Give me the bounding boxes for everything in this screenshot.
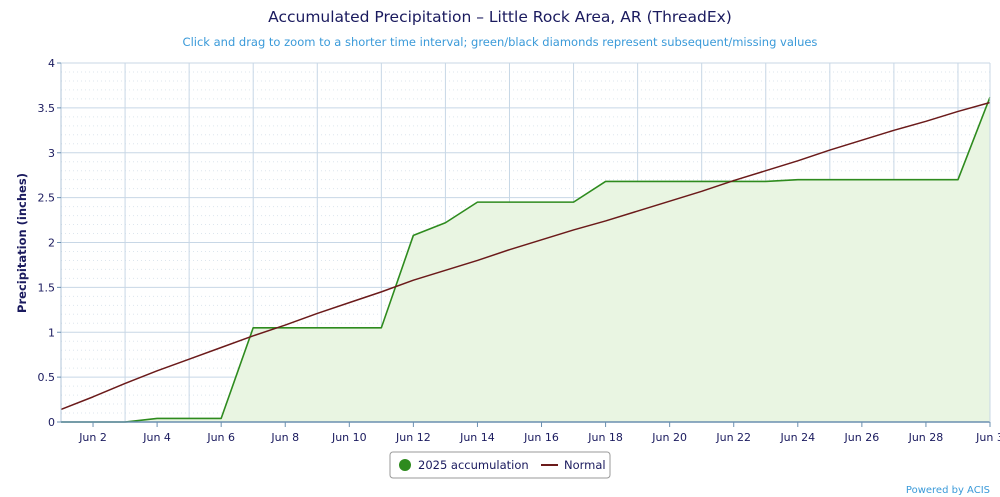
area-2025-accumulation — [61, 97, 990, 422]
data-point-2025-accumulation[interactable] — [410, 232, 416, 238]
data-point-normal[interactable] — [731, 178, 737, 184]
x-tick-label: Jun 4 — [142, 431, 171, 444]
data-point-2025-accumulation[interactable] — [827, 177, 833, 183]
data-point-normal[interactable] — [186, 356, 192, 362]
data-point-2025-accumulation[interactable] — [314, 325, 320, 331]
series-line-normal[interactable] — [60, 101, 991, 411]
y-tick-label: 0 — [48, 416, 55, 429]
data-point-2025-accumulation[interactable] — [795, 177, 801, 183]
data-point-normal[interactable] — [90, 394, 96, 400]
x-tick-label: Jun 14 — [459, 431, 495, 444]
data-point-normal[interactable] — [667, 198, 673, 204]
data-point-normal[interactable] — [122, 380, 128, 386]
x-tick-label: Jun 3 — [975, 431, 1000, 444]
x-tick-label: Jun 16 — [523, 431, 559, 444]
y-axis-ticks: 0 0.5 1 1.5 2 2.5 3 3.5 4 — [38, 57, 61, 429]
legend[interactable]: 2025 accumulation Normal — [389, 451, 611, 479]
y-tick-label: 0.5 — [38, 371, 56, 384]
data-point-normal[interactable] — [410, 277, 416, 283]
data-point-2025-accumulation[interactable] — [859, 177, 865, 183]
data-point-normal[interactable] — [571, 227, 577, 233]
x-tick-label: Jun 18 — [587, 431, 623, 444]
data-point-2025-accumulation[interactable] — [955, 177, 961, 183]
data-point-normal[interactable] — [346, 300, 352, 306]
data-point-normal[interactable] — [282, 322, 288, 328]
data-point-normal[interactable] — [539, 237, 545, 243]
data-point-2025-accumulation[interactable] — [763, 178, 769, 184]
data-point-normal[interactable] — [763, 168, 769, 174]
data-point-2025-accumulation[interactable] — [667, 178, 673, 184]
data-point-normal[interactable] — [859, 137, 865, 143]
x-tick-label: Jun 28 — [908, 431, 944, 444]
data-point-2025-accumulation[interactable] — [635, 178, 641, 184]
x-tick-label: Jun 2 — [78, 431, 107, 444]
data-point-2025-accumulation[interactable] — [923, 177, 929, 183]
data-point-normal[interactable] — [827, 147, 833, 153]
data-point-normal[interactable] — [154, 368, 160, 374]
data-point-2025-accumulation[interactable] — [218, 415, 224, 421]
data-point-normal[interactable] — [314, 310, 320, 316]
chart-subtitle: Click and drag to zoom to a shorter time… — [183, 35, 818, 49]
x-tick-label: Jun 12 — [395, 431, 431, 444]
y-tick-label: 3.5 — [38, 102, 56, 115]
data-point-2025-accumulation[interactable] — [891, 177, 897, 183]
data-point-2025-accumulation[interactable] — [442, 220, 448, 226]
legend-marker-2025-accumulation — [399, 459, 411, 471]
credit-link[interactable]: Powered by ACIS — [906, 485, 990, 496]
data-point-2025-accumulation[interactable] — [603, 178, 609, 184]
y-tick-label: 3 — [48, 147, 55, 160]
data-point-2025-accumulation[interactable] — [571, 199, 577, 205]
y-axis-label: Precipitation (inches) — [15, 173, 29, 313]
x-tick-label: Jun 20 — [651, 431, 687, 444]
data-point-normal[interactable] — [250, 333, 256, 339]
legend-label-2025-accumulation: 2025 accumulation — [418, 458, 529, 472]
x-tick-label: Jun 24 — [779, 431, 815, 444]
y-tick-label: 4 — [48, 57, 55, 70]
data-point-normal[interactable] — [442, 267, 448, 273]
data-point-2025-accumulation[interactable] — [186, 415, 192, 421]
x-tick-label: Jun 22 — [715, 431, 751, 444]
y-tick-label: 2.5 — [38, 192, 56, 205]
data-point-2025-accumulation[interactable] — [474, 199, 480, 205]
data-point-2025-accumulation[interactable] — [346, 325, 352, 331]
legend-box — [389, 451, 611, 479]
data-point-2025-accumulation[interactable] — [539, 199, 545, 205]
data-point-normal[interactable] — [923, 118, 929, 124]
series-line-2025-accumulation[interactable] — [61, 96, 991, 423]
data-point-2025-accumulation[interactable] — [699, 178, 705, 184]
y-tick-label: 1 — [48, 326, 55, 339]
series-lines[interactable] — [58, 94, 993, 425]
legend-item-2025-accumulation[interactable]: 2025 accumulation — [399, 458, 529, 472]
data-point-2025-accumulation[interactable] — [506, 199, 512, 205]
data-point-normal[interactable] — [218, 345, 224, 351]
x-axis-ticks: Jun 2 Jun 4 Jun 6 Jun 8 Jun 10 Jun 12 Jun 14 Ju… — [78, 422, 1000, 444]
data-point-normal[interactable] — [635, 208, 641, 214]
x-tick-label: Jun 6 — [206, 431, 235, 444]
data-point-normal[interactable] — [506, 247, 512, 253]
x-tick-label: Jun 8 — [270, 431, 299, 444]
data-point-normal[interactable] — [891, 127, 897, 133]
x-tick-label: Jun 26 — [844, 431, 880, 444]
data-point-2025-accumulation[interactable] — [250, 325, 256, 331]
y-tick-label: 2 — [48, 237, 55, 250]
x-tick-label: Jun 10 — [331, 431, 367, 444]
legend-item-normal[interactable]: Normal — [541, 458, 606, 472]
series-area — [61, 97, 990, 422]
data-point-normal[interactable] — [474, 257, 480, 263]
legend-label-normal: Normal — [564, 458, 606, 472]
data-point-2025-accumulation[interactable] — [378, 325, 384, 331]
chart-title: Accumulated Precipitation – Little Rock … — [268, 8, 732, 26]
data-point-2025-accumulation[interactable] — [154, 415, 160, 421]
y-tick-label: 1.5 — [38, 281, 56, 294]
data-point-normal[interactable] — [955, 108, 961, 114]
data-point-normal[interactable] — [699, 188, 705, 194]
data-point-normal[interactable] — [603, 218, 609, 224]
data-point-normal[interactable] — [378, 289, 384, 295]
data-point-normal[interactable] — [795, 158, 801, 164]
